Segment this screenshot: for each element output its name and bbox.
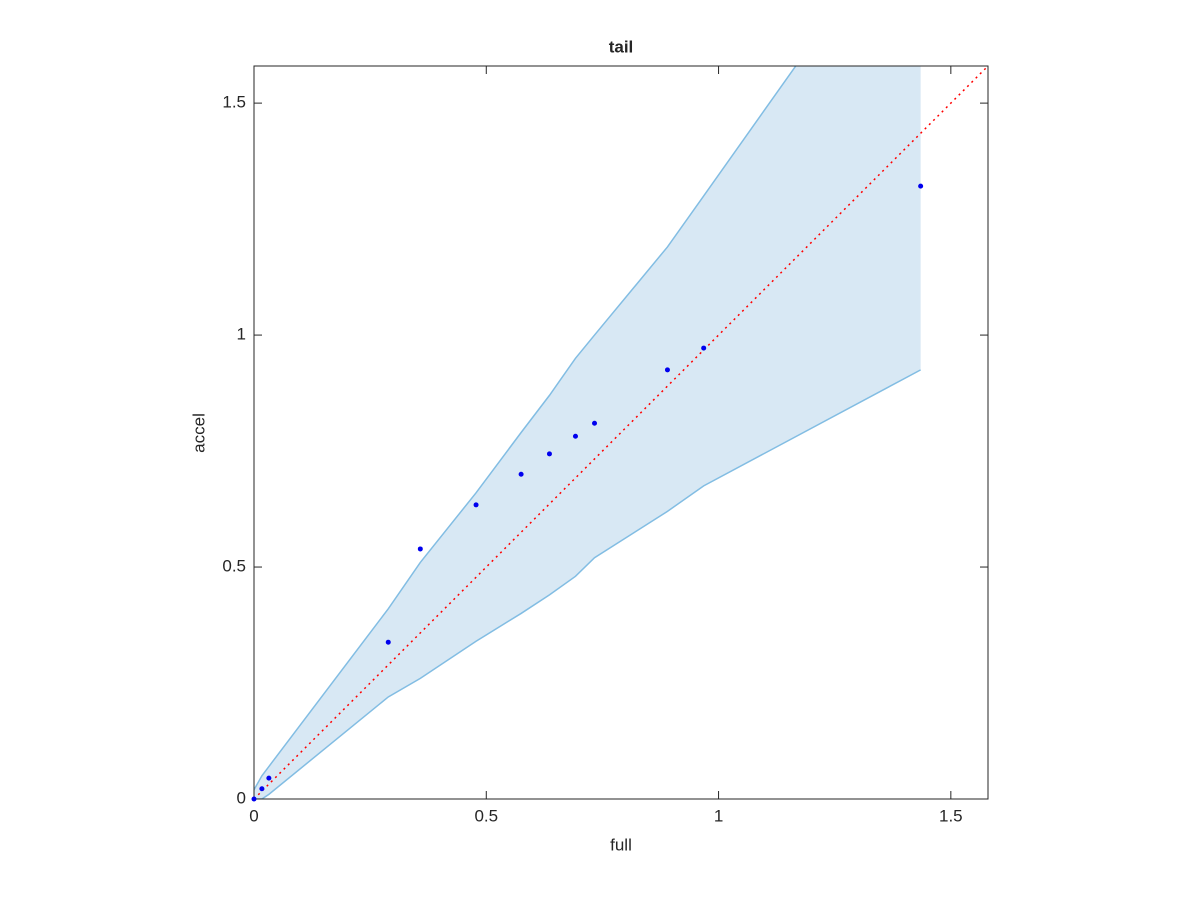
y-tick-label: 0 [237, 788, 246, 807]
point [266, 775, 272, 781]
point [546, 451, 552, 457]
point [701, 345, 707, 351]
point [473, 502, 479, 508]
point [518, 471, 524, 477]
y-tick-label: 1 [237, 325, 246, 344]
point [918, 183, 924, 189]
point [417, 546, 423, 552]
x-tick-label: 1.5 [939, 806, 963, 825]
chart-title: tail [609, 37, 634, 56]
y-tick-label: 0.5 [222, 557, 246, 576]
point [259, 786, 265, 792]
x-tick-label: 0.5 [474, 806, 498, 825]
point [385, 639, 391, 645]
point [572, 433, 578, 439]
x-tick-label: 1 [714, 806, 723, 825]
x-tick-label: 0 [249, 806, 258, 825]
point [592, 420, 598, 426]
band-upper [254, 66, 797, 791]
y-axis-label: accel [189, 413, 208, 453]
point [251, 796, 257, 802]
band-lower [254, 369, 921, 799]
axes-box [253, 65, 989, 800]
x-axis-label: full [610, 835, 632, 854]
point [664, 367, 670, 373]
plot-area [254, 66, 988, 799]
y-tick-label: 1.5 [222, 93, 246, 112]
band-area [254, 66, 921, 799]
diagonal-line [254, 66, 988, 799]
